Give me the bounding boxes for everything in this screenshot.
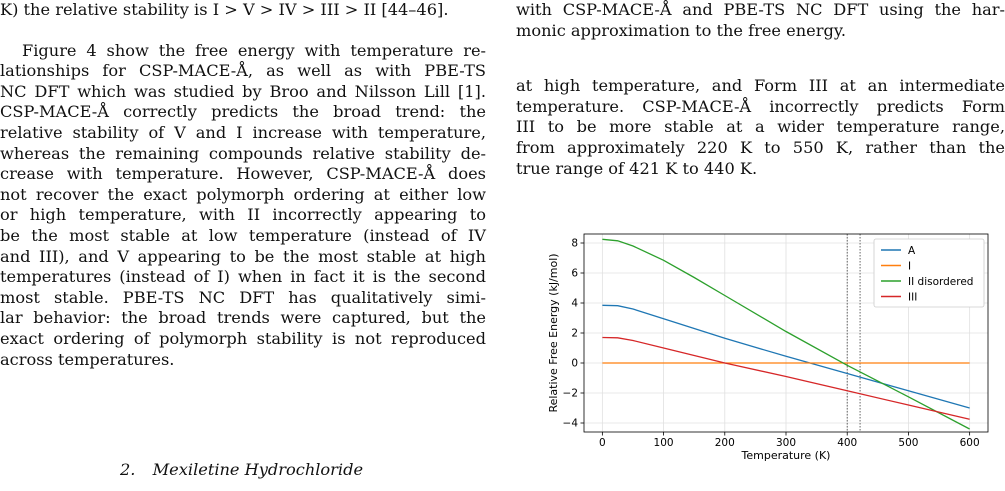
left-paragraph-line: Figure 4 show the free energy with tempe… <box>22 40 486 60</box>
x-tick-label: 400 <box>837 437 857 449</box>
section-title: Mexiletine Hydrochloride <box>152 460 364 479</box>
series-line-ii-disordered <box>602 238 970 430</box>
right-column: with CSP-MACE-Å and PBE-TS NC DFT using … <box>516 0 1005 179</box>
caption-line: monic approximation to the free energy. <box>516 20 846 40</box>
left-paragraph-line: be the most stable at low temperature (i… <box>0 225 486 245</box>
legend-label: A <box>908 245 916 257</box>
y-tick-label: 8 <box>571 238 578 250</box>
left-paragraph-line: CSP-MACE-Å correctly predicts the broad … <box>0 102 486 122</box>
x-axis-label: Temperature (K) <box>741 449 831 462</box>
section-number: 2. <box>120 460 136 479</box>
series-line-a <box>602 304 970 409</box>
legend-label: III <box>908 291 917 303</box>
left-paragraph-line: or high temperature, with II incorrectly… <box>0 205 486 225</box>
left-paragraph-line: lar behavior: the broad trends were capt… <box>0 308 486 328</box>
left-paragraph-line: not recover the exact polymorph ordering… <box>0 184 486 204</box>
x-tick-label: 200 <box>715 437 735 449</box>
free-energy-chart: 0 100 200 300 400 500 600 −4 −2 0 2 4 6 8 Temperature … <box>547 233 989 462</box>
left-paragraph-line: crease with temperature. However, CSP-MA… <box>0 164 486 184</box>
y-tick-label: −2 <box>563 388 578 400</box>
y-tick-label: 4 <box>571 298 578 310</box>
x-tick-label: 500 <box>898 437 918 449</box>
left-paragraph-line: across temperatures. <box>0 349 175 369</box>
right-paragraph-line: from approximately 220 K to 550 K, rathe… <box>516 137 1005 157</box>
legend-box <box>873 238 985 308</box>
series-line-iii <box>602 336 970 420</box>
right-paragraph-line: temperature. CSP-MACE-Å incorrectly pred… <box>516 96 1005 116</box>
left-paragraph-line: NC DFT which was studied by Broo and Nil… <box>0 81 486 101</box>
y-tick-label: 0 <box>571 358 578 370</box>
y-tick-label: 6 <box>571 268 578 280</box>
legend-label: I <box>908 260 911 272</box>
x-tick-label: 100 <box>654 437 674 449</box>
legend-label: II disordered <box>908 276 973 288</box>
left-column: K) the relative stability is I > V > IV … <box>0 0 486 370</box>
caption-line: with CSP-MACE-Å and PBE-TS NC DFT using … <box>516 0 1005 19</box>
left-top-line: K) the relative stability is I > V > IV … <box>0 0 449 19</box>
left-paragraph-line: temperatures (instead of I) when in fact… <box>0 267 486 287</box>
left-paragraph: Figure 4 show the free energy with tempe… <box>0 41 486 371</box>
right-paragraph-line: true range of 421 K to 440 K. <box>516 158 758 178</box>
left-paragraph-line: most stable. PBE-TS NC DFT has qualitati… <box>0 287 486 307</box>
right-paragraph-line: at high temperature, and Form III at an … <box>516 76 1005 96</box>
left-paragraph-line: exact ordering of polymorph stability is… <box>0 328 486 348</box>
y-tick-label: 2 <box>571 328 578 340</box>
y-tick-label: −4 <box>563 418 579 430</box>
left-paragraph-line: whereas the remaining compounds relative… <box>0 143 486 163</box>
left-paragraph-line: and III), and V appearing to be the most… <box>0 246 486 266</box>
section-heading: 2. Mexiletine Hydrochloride <box>120 460 363 479</box>
right-paragraph-line: III to be more stable at a wider tempera… <box>516 117 1005 137</box>
x-tick-label: 0 <box>599 437 606 449</box>
x-tick-label: 300 <box>776 437 796 449</box>
figure-caption-tail: with CSP-MACE-Å and PBE-TS NC DFT using … <box>516 0 1005 41</box>
left-paragraph-line: lationships for CSP-MACE-Å, as well as w… <box>0 61 486 81</box>
left-paragraph-line: relative stability of V and I increase w… <box>0 122 486 142</box>
right-paragraph: at high temperature, and Form III at an … <box>516 76 1005 179</box>
x-tick-label: 600 <box>960 437 980 449</box>
y-axis-label: Relative Free Energy (kJ/mol) <box>547 253 560 412</box>
